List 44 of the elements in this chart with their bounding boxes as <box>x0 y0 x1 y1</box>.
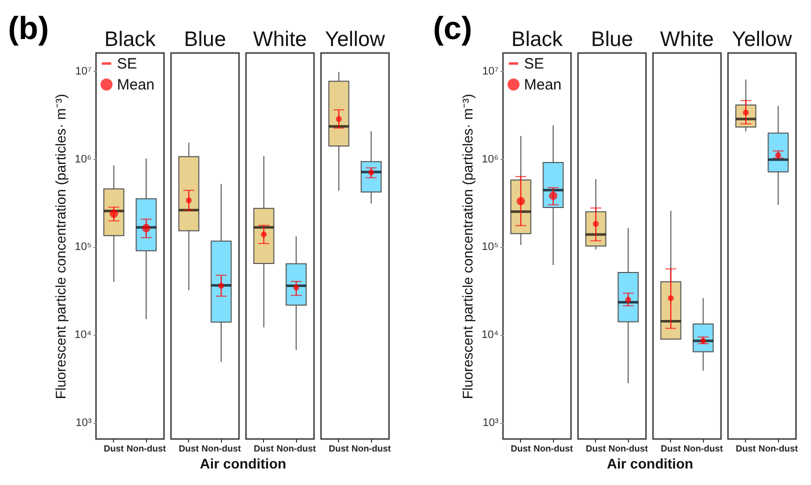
y-tick-label: 10⁵ <box>74 241 92 254</box>
x-tick-label: Non-dust <box>276 444 316 454</box>
x-tick-label: Non-dust <box>126 444 166 454</box>
x-tick-label: Non-dust <box>758 444 798 454</box>
chart-title: Blue <box>590 28 634 51</box>
x-tick-label: Dust <box>254 444 274 454</box>
x-axis-title: Air condition <box>200 456 286 472</box>
chart-title: White <box>660 28 714 51</box>
y-tick-label: 10⁷ <box>482 65 499 78</box>
y-tick-label: 10⁴ <box>74 329 92 342</box>
chart-title: Yellow <box>732 28 793 51</box>
x-tick-label: Dust <box>660 444 681 454</box>
legend-label: SE <box>524 56 544 72</box>
y-tick-label: 10⁴ <box>482 329 499 342</box>
y-tick-label: 10⁷ <box>75 65 92 78</box>
x-tick-label: Dust <box>178 444 199 454</box>
x-tick-label: Dust <box>510 444 531 454</box>
x-tick-label: Dust <box>736 444 756 454</box>
y-axis-title: Fluorescent particle concentration (particles· m⁻³) <box>460 94 476 400</box>
chart-title: Yellow <box>325 28 386 51</box>
x-tick-label: Dust <box>328 444 349 454</box>
legend-label: Mean <box>117 76 155 94</box>
chart-title: Black <box>104 28 156 51</box>
text: (b) <box>8 10 49 47</box>
text: (c) <box>433 10 472 47</box>
legend-label: SE <box>117 56 138 72</box>
x-tick-label: Non-dust <box>533 444 573 454</box>
x-tick-label: Non-dust <box>201 444 241 454</box>
chart-title: Blue <box>184 28 226 51</box>
y-tick-label: 10³ <box>482 417 499 430</box>
y-tick-label: 10³ <box>76 417 92 430</box>
y-tick-label: 10⁵ <box>482 241 498 254</box>
x-axis-title: Air condition <box>606 456 694 472</box>
y-axis-title: Fluorescent particle concentration (particles· m⁻³) <box>52 94 69 400</box>
y-tick-label: 10⁶ <box>482 153 498 166</box>
x-tick-label: Non-dust <box>683 444 723 454</box>
x-tick-label: Non-dust <box>351 444 391 454</box>
x-tick-label: Dust <box>586 444 606 454</box>
x-tick-label: Non-dust <box>608 444 648 454</box>
chart-title: Black <box>511 28 564 51</box>
legend-label: Mean <box>524 76 562 94</box>
chart-title: White <box>253 28 307 51</box>
y-tick-label: 10⁶ <box>74 153 92 166</box>
x-tick-label: Dust <box>104 444 124 454</box>
